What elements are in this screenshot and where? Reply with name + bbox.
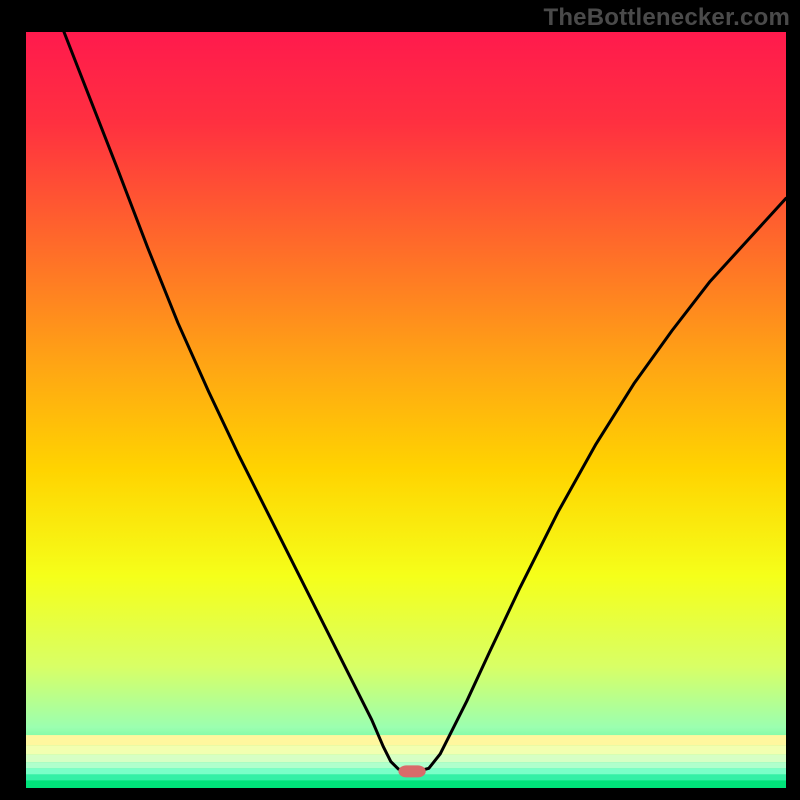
plot-area: [26, 32, 786, 788]
chart-background: [26, 32, 786, 788]
bottleneck-curve-chart: [26, 32, 786, 788]
bottom-band: [26, 746, 786, 755]
chart-stage: TheBottlenecker.com: [0, 0, 800, 800]
bottom-band: [26, 780, 786, 788]
optimal-point-marker: [398, 765, 425, 777]
bottom-band: [26, 735, 786, 746]
watermark-text: TheBottlenecker.com: [543, 4, 790, 32]
bottom-band: [26, 755, 786, 763]
